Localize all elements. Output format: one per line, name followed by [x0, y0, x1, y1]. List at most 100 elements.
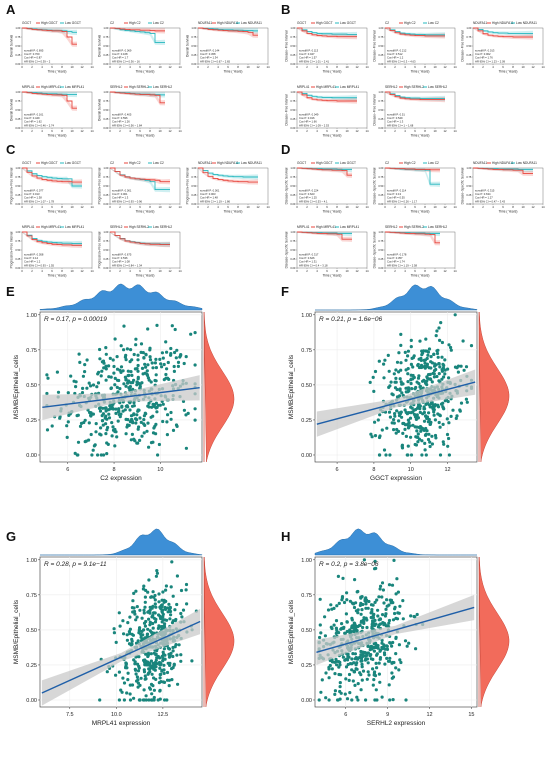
scatter-point	[135, 675, 139, 679]
km-stat-line: survdiff P: 0.114	[387, 189, 407, 193]
scatter-point	[447, 436, 451, 441]
scatter-point	[323, 634, 327, 638]
km-xtick-label: 6	[227, 65, 229, 69]
scatter-point	[165, 367, 169, 371]
scatter-point	[55, 370, 60, 374]
scatter-point	[447, 376, 451, 380]
km-xtick-label: 8	[237, 65, 239, 69]
km-xtick-label: 6	[51, 269, 53, 273]
scatter-point	[174, 617, 178, 622]
scatter-point	[163, 657, 167, 661]
scatter-point	[348, 599, 352, 603]
km-curve-high	[297, 167, 352, 176]
scatter-point	[136, 375, 140, 379]
scatter-point	[124, 662, 128, 666]
scatter-point	[111, 358, 115, 362]
scatter-point	[132, 696, 136, 700]
scatter-point	[135, 418, 139, 422]
scatter-point	[427, 411, 431, 415]
scatter-point	[141, 637, 146, 641]
scatter-point	[94, 422, 98, 426]
scatter-ytick-label: 1.00	[301, 313, 312, 319]
km-xtick-label: 10	[70, 269, 74, 273]
scatter-point	[382, 601, 386, 605]
scatter-point	[413, 442, 417, 447]
scatter-point	[356, 656, 360, 660]
scatter-point	[348, 691, 352, 695]
scatter-point	[365, 677, 369, 681]
scatter-point	[398, 658, 402, 662]
right-density	[203, 556, 235, 708]
scatter-point	[445, 417, 449, 421]
scatter-point	[126, 621, 130, 625]
km-ci-low	[297, 92, 357, 101]
km-xtick-label: 8	[336, 269, 338, 273]
km-xtick-label: 14	[453, 269, 457, 273]
scatter-point	[435, 329, 439, 333]
scatter-point	[154, 422, 158, 426]
km-ytick-label: 0.00	[466, 62, 472, 66]
scatter-point	[418, 404, 422, 408]
km-ytick-label: 0.75	[466, 35, 472, 39]
scatter-point	[146, 327, 150, 331]
scatter-point	[136, 669, 141, 673]
km-legend-high: High SERHL2	[404, 225, 424, 229]
scatter-point	[118, 387, 122, 391]
scatter-point	[388, 453, 392, 457]
scatter-point	[126, 405, 130, 409]
scatter-point	[149, 664, 153, 668]
scatter-point	[424, 402, 428, 406]
scatter-point	[396, 590, 400, 594]
km-curve-high	[473, 27, 533, 38]
scatter-ytick-label: 0.00	[301, 453, 312, 459]
scatter-point	[426, 353, 430, 357]
scatter-point	[142, 356, 146, 360]
km-stat-line: HR 95% CI = 1.07 ~ 1.78	[24, 199, 55, 203]
km-xtick-label: 8	[149, 129, 151, 133]
scatter-point	[442, 442, 446, 446]
km-xtick-label: 6	[502, 65, 504, 69]
scatter-point	[131, 387, 135, 391]
km-ytick-label: 0.25	[15, 193, 21, 197]
km-xtick-label: 12	[80, 129, 84, 133]
scatter-point	[406, 418, 410, 422]
scatter-point	[184, 582, 189, 587]
scatter-point	[429, 360, 433, 364]
scatter-point	[146, 404, 150, 408]
scatter-xtick-label: 6	[336, 467, 339, 473]
panel-label-g: G	[6, 529, 16, 544]
scatter-point	[121, 676, 125, 680]
scatter-point	[142, 621, 147, 625]
km-xtick-label: 8	[61, 129, 63, 133]
scatter-point	[143, 624, 147, 628]
scatter-point	[327, 698, 331, 702]
scatter-point	[104, 422, 108, 426]
km-xtick-label: 8	[424, 269, 426, 273]
km-ytick-label: 1.00	[15, 230, 21, 234]
km-xtick-label: 14	[178, 65, 182, 69]
scatter-point	[377, 359, 381, 363]
km-curve-high	[198, 167, 258, 183]
scatter-point	[415, 425, 419, 429]
scatter-point	[128, 692, 132, 696]
scatter-point	[390, 676, 394, 680]
scatter-xtick-label: 8	[113, 467, 116, 473]
km-xlabel: Time ( Years)	[323, 274, 342, 278]
scatter-point	[168, 617, 172, 621]
km-ytick-label: 1.00	[378, 230, 384, 234]
scatter-point	[102, 453, 106, 457]
km-curve-high	[297, 231, 352, 240]
km-subplot-c4: MRPL41 High MRPL41 Low MRPL41 0.00 0.25 0.50 0…	[10, 225, 94, 278]
km-xtick-label: 4	[316, 129, 318, 133]
scatter-xtick-label: 6	[344, 712, 347, 718]
scatter-point	[353, 652, 357, 656]
scatter-point	[456, 370, 460, 374]
scatter-point	[138, 608, 142, 612]
km-legend-high: High MRPL41	[41, 225, 61, 229]
scatter-point	[162, 647, 166, 651]
scatter-point	[169, 410, 173, 415]
scatter-point	[337, 601, 341, 606]
km-ytick-label: 0.50	[103, 184, 109, 188]
km-xlabel: Time ( Years)	[224, 70, 243, 74]
km-stat-line: Cox HR = 1.76	[475, 56, 493, 60]
